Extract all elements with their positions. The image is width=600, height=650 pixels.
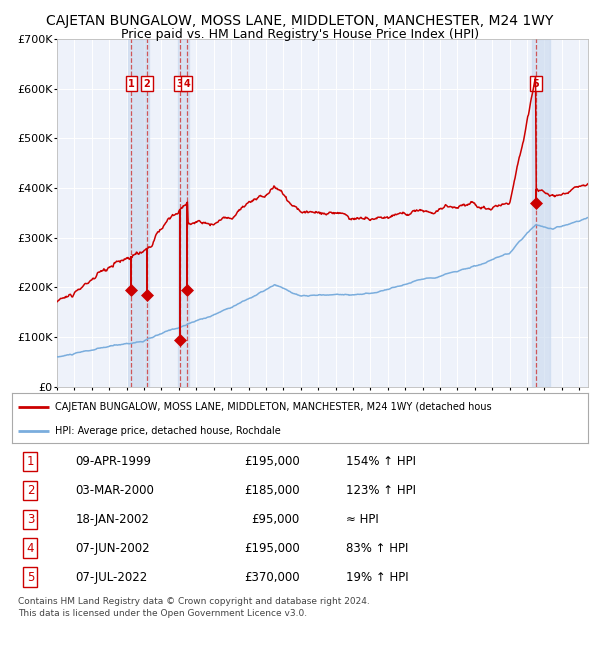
Text: 18-JAN-2002: 18-JAN-2002: [76, 513, 149, 526]
Bar: [178, 39, 190, 387]
Bar: [128, 39, 149, 387]
Text: £195,000: £195,000: [244, 455, 300, 468]
Text: 07-JUL-2022: 07-JUL-2022: [76, 571, 148, 584]
Text: CAJETAN BUNGALOW, MOSS LANE, MIDDLETON, MANCHESTER, M24 1WY (detached hous: CAJETAN BUNGALOW, MOSS LANE, MIDDLETON, …: [55, 402, 492, 412]
Text: 5: 5: [533, 79, 539, 88]
Text: 5: 5: [27, 571, 34, 584]
Text: CAJETAN BUNGALOW, MOSS LANE, MIDDLETON, MANCHESTER, M24 1WY: CAJETAN BUNGALOW, MOSS LANE, MIDDLETON, …: [46, 14, 554, 29]
Text: Contains HM Land Registry data © Crown copyright and database right 2024.
This d: Contains HM Land Registry data © Crown c…: [18, 597, 370, 618]
Text: 3: 3: [176, 79, 183, 88]
Text: 83% ↑ HPI: 83% ↑ HPI: [346, 541, 409, 554]
Text: £95,000: £95,000: [252, 513, 300, 526]
Text: 4: 4: [26, 541, 34, 554]
Text: HPI: Average price, detached house, Rochdale: HPI: Average price, detached house, Roch…: [55, 426, 281, 436]
Text: £195,000: £195,000: [244, 541, 300, 554]
Text: Price paid vs. HM Land Registry's House Price Index (HPI): Price paid vs. HM Land Registry's House …: [121, 28, 479, 41]
Text: £370,000: £370,000: [244, 571, 300, 584]
Text: 2: 2: [143, 79, 151, 88]
Text: 03-MAR-2000: 03-MAR-2000: [76, 484, 154, 497]
Text: 09-APR-1999: 09-APR-1999: [76, 455, 151, 468]
Text: 123% ↑ HPI: 123% ↑ HPI: [346, 484, 416, 497]
Text: 07-JUN-2002: 07-JUN-2002: [76, 541, 150, 554]
Text: 19% ↑ HPI: 19% ↑ HPI: [346, 571, 409, 584]
Text: 3: 3: [27, 513, 34, 526]
Text: ≈ HPI: ≈ HPI: [346, 513, 379, 526]
Text: 2: 2: [26, 484, 34, 497]
Text: 1: 1: [26, 455, 34, 468]
Text: 1: 1: [128, 79, 135, 88]
Text: 4: 4: [183, 79, 190, 88]
Text: 154% ↑ HPI: 154% ↑ HPI: [346, 455, 416, 468]
Text: £185,000: £185,000: [244, 484, 300, 497]
Bar: [532, 39, 550, 387]
